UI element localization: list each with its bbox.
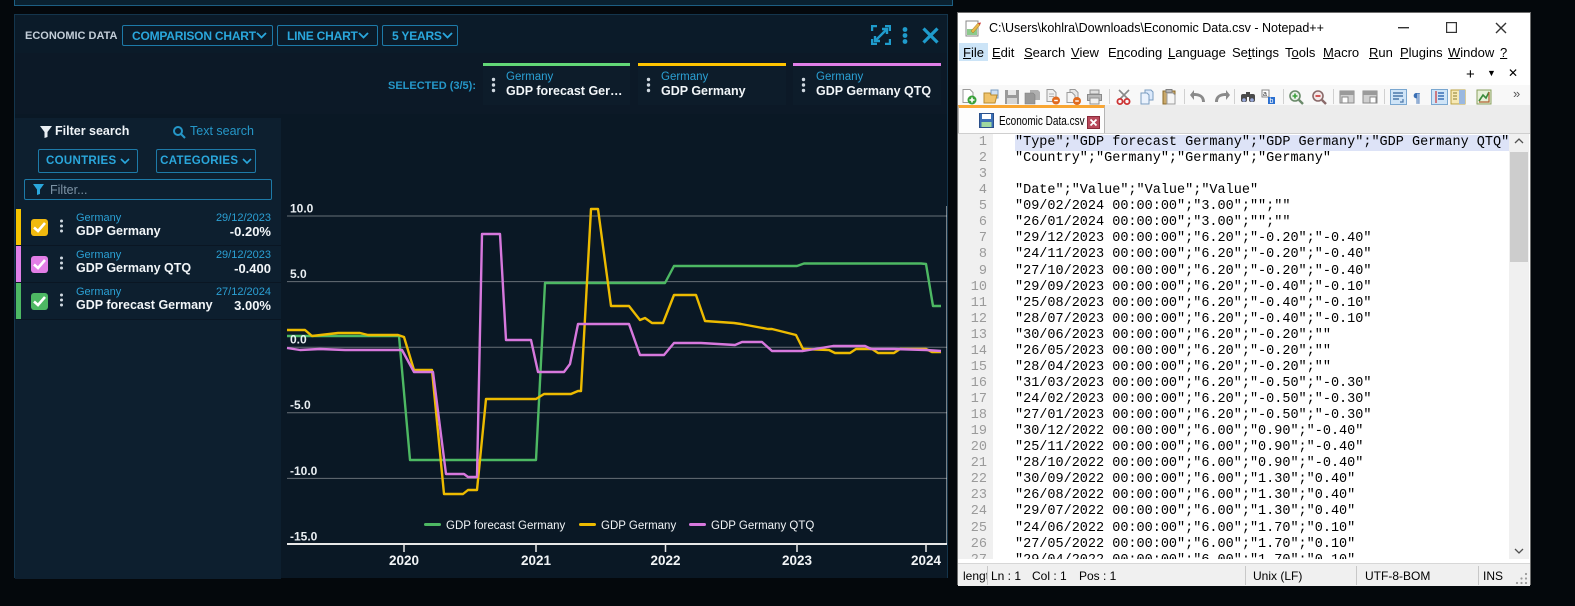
svg-text:2021: 2021 [521,553,552,568]
svg-text:GDP Germany: GDP Germany [601,520,676,532]
svg-text:a: a [1263,91,1267,98]
svg-text:GDP Germany QTQ: GDP Germany QTQ [711,520,814,532]
svg-text:2022: 2022 [650,553,680,568]
svg-text:b: b [1270,98,1274,105]
svg-text:-10.0: -10.0 [290,464,318,478]
svg-text:-5.0: -5.0 [290,398,311,412]
svg-text:2023: 2023 [782,553,813,568]
svg-text:2024: 2024 [911,553,942,568]
svg-text:-15.0: -15.0 [290,530,318,544]
svg-text:¶: ¶ [1413,91,1421,105]
svg-text:GDP forecast Germany: GDP forecast Germany [446,520,566,532]
svg-text:2020: 2020 [389,553,419,568]
svg-text:0.0: 0.0 [290,333,307,347]
svg-text:10.0: 10.0 [290,202,314,216]
svg-text:5.0: 5.0 [290,267,307,281]
